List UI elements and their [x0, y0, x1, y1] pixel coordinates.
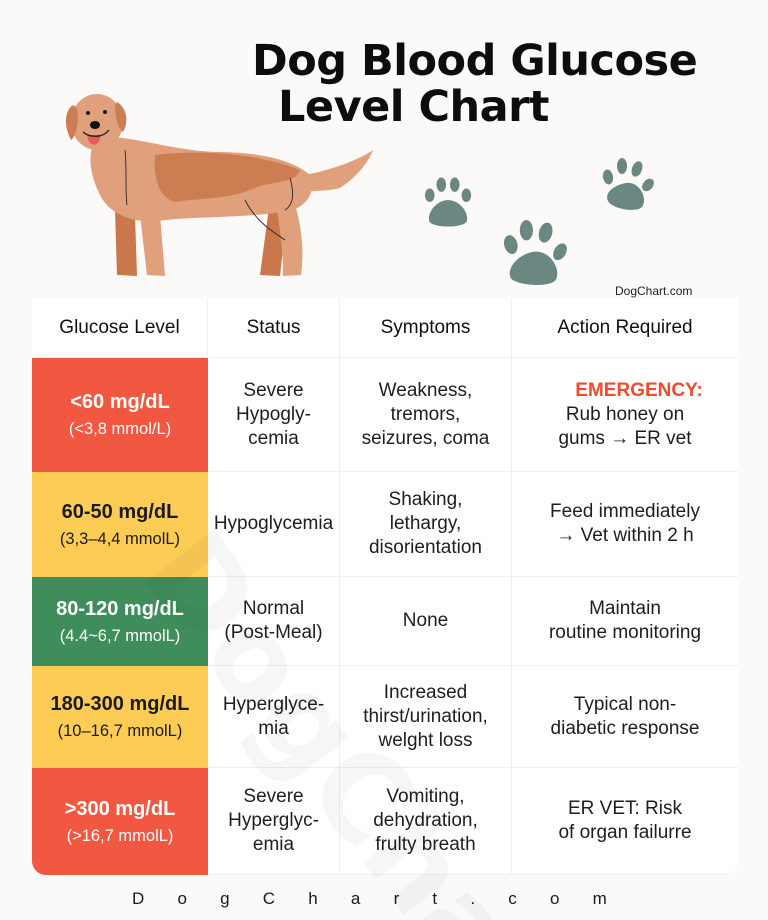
- status-text: Hypoglycemia: [213, 513, 334, 534]
- status-cell: Severe Hypogly- cemia: [208, 358, 340, 472]
- symptom-text: frulty breath: [375, 834, 476, 855]
- action-cell: Maintain routine monitoring: [512, 577, 738, 666]
- symptom-text: thirst/urination,: [363, 705, 488, 727]
- paw-print-icon: [424, 177, 472, 227]
- symptom-text: dehydration,: [373, 810, 478, 831]
- symptom-text: tremors,: [390, 403, 461, 425]
- glucose-table: Glucose Level Status Symptoms Action Req…: [32, 298, 738, 875]
- status-cell: Normal (Post-Meal): [208, 577, 340, 666]
- title-line-2: Level Chart: [278, 82, 549, 132]
- symptom-text: welght loss: [378, 729, 473, 751]
- action-cell: Feed immediately → Vet within 2 h: [512, 472, 738, 577]
- mgdl-value: 180-300 mg/dL: [50, 693, 190, 715]
- symptom-text: Weakness,: [378, 379, 473, 401]
- mmol-value: (3,3–4,4 mmolL): [59, 529, 181, 548]
- symptom-text: seizures, coma: [361, 427, 490, 449]
- action-cell: EMERGENCY: Rub honey on gums → ER vet: [512, 358, 738, 472]
- action-text: diabetic response: [550, 717, 700, 739]
- status-cell: Severe Hyperglyc- emia: [208, 768, 340, 875]
- action-text: Maintain: [589, 598, 661, 619]
- symptoms-cell: Shaking, lethargy, disorientation: [340, 472, 512, 577]
- emergency-label: EMERGENCY:: [575, 379, 703, 401]
- action-text: Typical non-: [573, 693, 677, 715]
- mmol-value: (4.4~6,7 mmolL): [59, 626, 181, 645]
- footer-brand: DogChart.com: [132, 889, 640, 908]
- status-text: mia: [258, 717, 289, 739]
- page-title: Dog Blood Glucose Level Chart: [252, 36, 698, 132]
- status-text: emia: [252, 834, 295, 855]
- status-text: Severe: [243, 379, 304, 401]
- action-text: of organ failurre: [558, 822, 692, 843]
- status-cell: Hyperglyce- mia: [208, 666, 340, 768]
- action-text: Rub honey on: [565, 403, 685, 425]
- action-cell: Typical non- diabetic response: [512, 666, 738, 768]
- status-text: Hyperglyce-: [222, 693, 325, 715]
- symptoms-cell: Weakness, tremors, seizures, coma: [340, 358, 512, 472]
- symptom-text: Shaking,: [388, 489, 463, 510]
- action-cell: ER VET: Risk of organ failurre: [512, 768, 738, 875]
- mmol-value: (>16,7 mmolL): [66, 826, 174, 845]
- action-text: routine monitoring: [548, 622, 702, 643]
- brand-label: DogChart.com: [615, 284, 693, 298]
- action-text: ER VET: Risk: [567, 798, 683, 819]
- status-text: (Post-Meal): [224, 622, 323, 643]
- mgdl-value: >300 mg/dL: [64, 797, 176, 820]
- symptoms-cell: Vomiting, dehydration, frulty breath: [340, 768, 512, 875]
- symptom-text: Increased: [383, 681, 468, 703]
- glucose-level-cell: >300 mg/dL (>16,7 mmolL): [32, 768, 208, 875]
- symptom-text: None: [402, 610, 449, 631]
- symptoms-cell: None: [340, 577, 512, 666]
- mmol-value: (<3,8 mmol/L): [68, 420, 172, 438]
- status-cell: Hypoglycemia: [208, 472, 340, 577]
- mmol-value: (10–16,7 mmolL): [57, 722, 183, 740]
- mgdl-value: 80-120 mg/dL: [56, 597, 184, 620]
- paw-print-icon: [602, 158, 654, 210]
- action-text: gums → ER vet: [558, 427, 692, 449]
- header-status: Status: [208, 298, 340, 358]
- glucose-level-cell: 180-300 mg/dL (10–16,7 mmolL): [32, 666, 208, 768]
- title-line-1: Dog Blood Glucose: [252, 36, 698, 86]
- glucose-level-cell: 80-120 mg/dL (4.4~6,7 mmolL): [32, 577, 208, 666]
- symptom-text: disorientation: [368, 537, 483, 558]
- status-text: Hypogly-: [236, 403, 311, 425]
- glucose-level-cell: <60 mg/dL (<3,8 mmol/L): [32, 358, 208, 472]
- golden-retriever-illustration: [65, 94, 373, 276]
- status-text: Normal: [242, 598, 305, 619]
- glucose-level-cell: 60-50 mg/dL (3,3–4,4 mmolL): [32, 472, 208, 577]
- status-text: Severe: [243, 786, 304, 807]
- action-text: → Vet within 2 h: [556, 525, 694, 546]
- symptoms-cell: Increased thirst/urination, welght loss: [340, 666, 512, 768]
- paw-print-icon: [503, 220, 567, 285]
- symptom-text: Vomiting,: [386, 786, 465, 807]
- header-glucose-level: Glucose Level: [32, 298, 208, 358]
- symptom-text: lethargy,: [389, 513, 462, 534]
- header-action-required: Action Required: [512, 298, 738, 358]
- mgdl-value: <60 mg/dL: [70, 391, 170, 413]
- status-text: cemia: [248, 427, 299, 449]
- status-text: Hyperglyc-: [228, 810, 319, 831]
- header-symptoms: Symptoms: [340, 298, 512, 358]
- action-text: Feed immediately: [550, 501, 700, 522]
- mgdl-value: 60-50 mg/dL: [61, 500, 179, 523]
